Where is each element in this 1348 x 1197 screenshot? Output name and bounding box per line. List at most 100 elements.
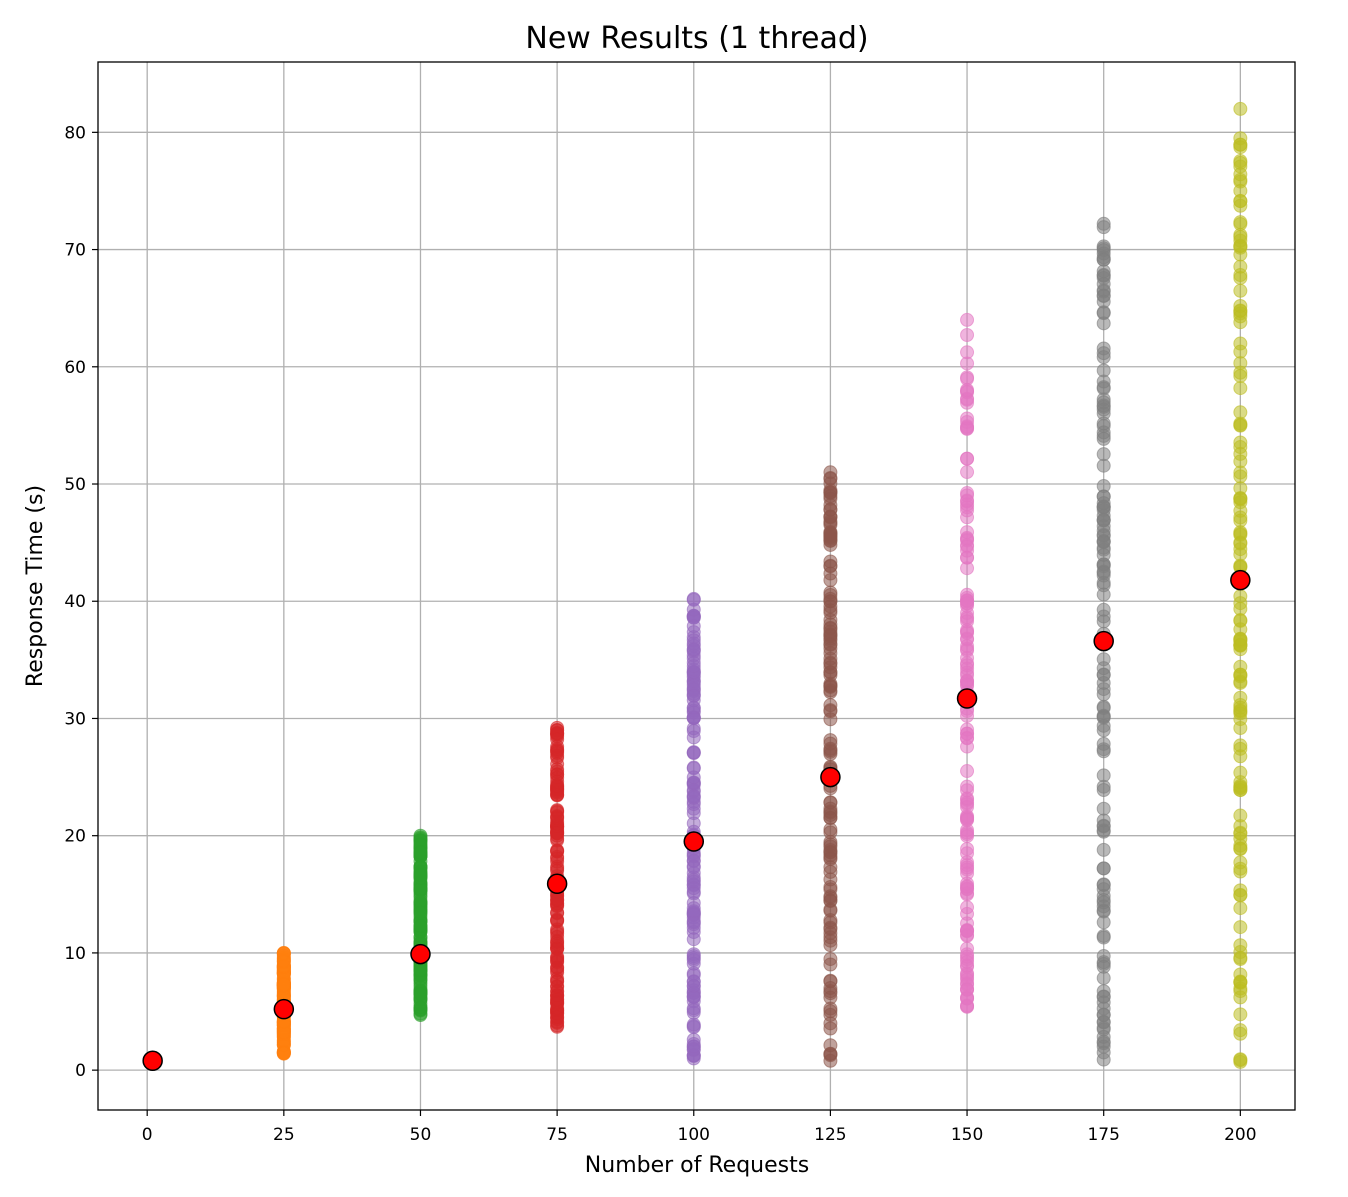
data-point (960, 451, 975, 466)
data-point (1096, 289, 1111, 304)
series-100 (686, 591, 701, 1066)
data-point (1233, 542, 1248, 557)
data-point (960, 312, 975, 327)
data-point (550, 744, 565, 759)
data-point (1096, 930, 1111, 945)
y-tick-label: 40 (64, 592, 86, 612)
data-point (1096, 220, 1111, 235)
data-point (960, 739, 975, 754)
x-tick-label: 125 (814, 1125, 846, 1145)
data-point (1233, 259, 1248, 274)
data-point (823, 704, 838, 719)
data-point (960, 382, 975, 397)
data-point (1096, 447, 1111, 462)
data-point (413, 845, 428, 860)
y-axis-label: Response Time (s) (23, 485, 48, 687)
data-point (1233, 172, 1248, 187)
data-point (1233, 667, 1248, 682)
data-point (1096, 458, 1111, 473)
data-point (1233, 229, 1248, 244)
data-point (823, 986, 838, 1001)
data-point (1096, 267, 1111, 282)
data-point (960, 791, 975, 806)
data-point (823, 1047, 838, 1062)
data-point (823, 957, 838, 972)
data-point (960, 596, 975, 611)
mean-point (273, 998, 295, 1020)
data-point (1233, 405, 1248, 420)
data-point (276, 1046, 291, 1061)
data-point (823, 922, 838, 937)
data-point (1233, 613, 1248, 628)
mean-point (683, 831, 705, 852)
data-point (1233, 155, 1248, 170)
data-point (960, 900, 975, 915)
mean-point (1093, 630, 1114, 652)
data-point (960, 779, 975, 794)
data-point (550, 979, 565, 994)
data-point (686, 1003, 701, 1018)
series-150 (960, 312, 975, 1014)
data-point (550, 826, 565, 841)
data-point (550, 929, 565, 944)
data-point (1096, 363, 1111, 378)
data-point (1233, 481, 1248, 496)
data-point (960, 982, 975, 997)
chart-title: New Results (1 thread) (525, 21, 868, 56)
data-point (413, 1000, 428, 1015)
mean-point (410, 943, 431, 965)
data-point (550, 732, 565, 747)
data-point (960, 658, 975, 673)
data-point (413, 893, 428, 908)
data-point (1096, 842, 1111, 857)
data-point (276, 954, 291, 969)
mean-point (1230, 569, 1251, 591)
data-point (1096, 239, 1111, 254)
data-point (1233, 198, 1248, 213)
data-point (1233, 1023, 1248, 1038)
data-point (686, 951, 701, 966)
data-point (1233, 101, 1248, 116)
data-point (686, 659, 701, 674)
data-point (1096, 882, 1111, 897)
data-point (1233, 344, 1248, 359)
series-125 (823, 465, 838, 1068)
data-point (1233, 920, 1248, 935)
data-point (823, 624, 838, 639)
data-point (823, 516, 838, 531)
data-point (1096, 346, 1111, 361)
data-point (686, 979, 701, 994)
data-point (686, 745, 701, 760)
data-point (823, 483, 838, 498)
data-point (1233, 298, 1248, 313)
x-tick-label: 100 (678, 1125, 710, 1145)
data-point (1096, 1045, 1111, 1060)
data-point (686, 730, 701, 745)
data-point (1096, 252, 1111, 267)
data-point (686, 619, 701, 634)
data-point (550, 992, 565, 1007)
data-point (823, 529, 838, 544)
data-point (823, 585, 838, 600)
data-point (1233, 887, 1248, 902)
x-tick-label: 50 (410, 1125, 432, 1145)
data-point (1096, 661, 1111, 676)
data-point (1096, 395, 1111, 410)
data-point (686, 770, 701, 785)
data-point (960, 543, 975, 558)
data-point (1096, 1029, 1111, 1044)
data-point (1233, 765, 1248, 780)
mean-point (142, 1050, 163, 1072)
data-point (1233, 465, 1248, 480)
y-tick-label: 0 (75, 1061, 86, 1081)
data-point (823, 743, 838, 758)
data-point (960, 764, 975, 779)
data-point (1096, 768, 1111, 783)
data-point (686, 1017, 701, 1032)
mean-point (820, 766, 841, 788)
data-point (1096, 1008, 1111, 1023)
data-point (1233, 527, 1248, 542)
data-point (1233, 417, 1248, 432)
data-point (1096, 416, 1111, 431)
